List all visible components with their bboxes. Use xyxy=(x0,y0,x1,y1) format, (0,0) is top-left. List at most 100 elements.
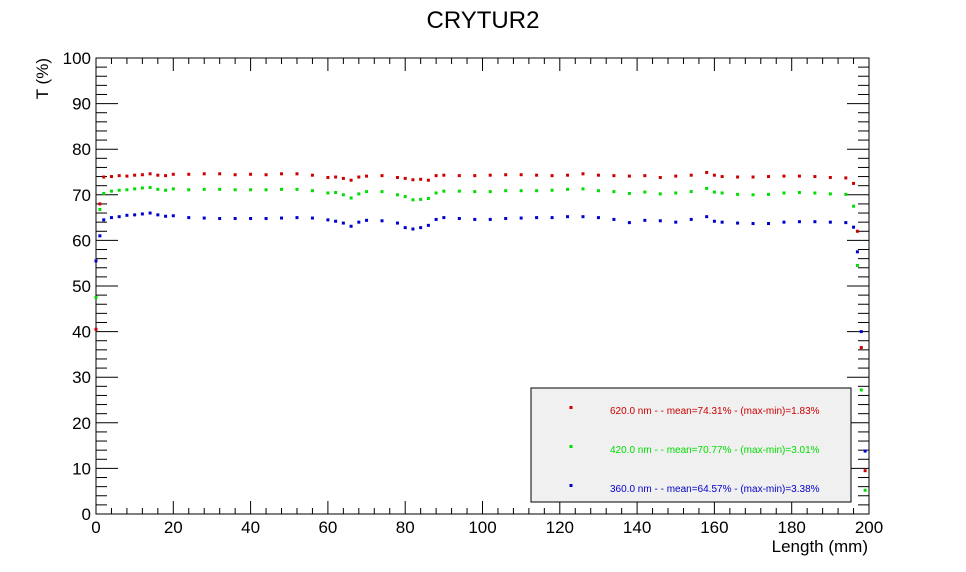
data-point xyxy=(442,173,446,177)
data-point xyxy=(797,174,801,178)
data-point xyxy=(457,217,461,221)
data-point xyxy=(109,175,113,179)
data-point xyxy=(457,174,461,178)
data-point xyxy=(504,217,508,221)
data-point xyxy=(133,173,137,177)
data-point xyxy=(434,174,438,178)
data-point xyxy=(473,217,477,221)
data-point xyxy=(187,216,191,220)
y-tick-label: 40 xyxy=(72,323,91,342)
data-point xyxy=(859,346,863,350)
data-point xyxy=(357,220,361,224)
data-point xyxy=(403,226,407,230)
data-point xyxy=(736,221,740,225)
data-point xyxy=(218,187,222,191)
legend-entry-label: 620.0 nm - - mean=74.31% - (max-min)=1.8… xyxy=(610,406,820,417)
data-point xyxy=(380,219,384,223)
data-point xyxy=(767,175,771,179)
data-point xyxy=(863,449,867,453)
data-point xyxy=(797,191,801,195)
chart-title: CRYTUR2 xyxy=(427,7,540,34)
data-point xyxy=(140,173,144,177)
legend-entry-label: 420.0 nm - - mean=70.77% - (max-min)=3.0… xyxy=(610,445,820,456)
data-point xyxy=(365,174,369,178)
data-point xyxy=(133,187,137,191)
data-point xyxy=(148,186,152,190)
data-point xyxy=(117,188,121,192)
data-point xyxy=(365,190,369,194)
data-point xyxy=(403,176,407,180)
data-point xyxy=(218,217,222,221)
x-tick-label: 40 xyxy=(241,518,260,537)
data-point xyxy=(395,221,399,225)
data-point xyxy=(674,174,678,178)
data-point xyxy=(280,187,284,191)
data-point xyxy=(94,327,98,331)
data-point xyxy=(519,216,523,220)
data-point xyxy=(295,172,299,176)
data-point xyxy=(457,189,461,193)
legend-entry-label: 360.0 nm - - mean=64.57% - (max-min)=3.3… xyxy=(610,484,820,495)
data-point xyxy=(218,172,222,176)
data-point xyxy=(94,259,98,263)
data-point xyxy=(782,174,786,178)
data-point xyxy=(434,217,438,221)
x-tick-label: 0 xyxy=(91,518,100,537)
data-point xyxy=(295,187,299,191)
data-point xyxy=(403,195,407,199)
legend-entries: 620.0 nm - - mean=74.31% - (max-min)=1.8… xyxy=(569,406,820,495)
data-point xyxy=(859,388,863,392)
data-point xyxy=(488,173,492,177)
y-axis-label: T (%) xyxy=(33,58,52,99)
data-point xyxy=(98,207,102,211)
data-point xyxy=(720,191,724,195)
data-point xyxy=(280,172,284,176)
legend-marker xyxy=(569,484,573,487)
legend: 620.0 nm - - mean=74.31% - (max-min)=1.8… xyxy=(530,387,852,503)
data-point xyxy=(140,212,144,216)
data-point xyxy=(187,188,191,192)
data-point xyxy=(125,188,129,192)
data-point xyxy=(109,189,113,193)
data-point xyxy=(341,193,345,197)
data-point xyxy=(264,217,268,221)
x-tick-label: 60 xyxy=(318,518,337,537)
data-point xyxy=(419,226,423,230)
data-point xyxy=(712,173,716,177)
data-point xyxy=(658,192,662,196)
data-point xyxy=(171,214,175,218)
data-point xyxy=(712,219,716,223)
data-point xyxy=(264,188,268,192)
data-point xyxy=(813,220,817,224)
data-point xyxy=(326,218,330,222)
data-point xyxy=(612,174,616,178)
data-point xyxy=(357,192,361,196)
y-tick-label: 30 xyxy=(72,368,91,387)
data-point xyxy=(334,191,338,195)
data-point xyxy=(519,173,523,177)
data-point xyxy=(202,172,206,176)
data-point xyxy=(550,188,554,192)
data-point xyxy=(844,176,848,180)
data-point xyxy=(326,191,330,195)
data-point xyxy=(202,216,206,220)
axis-ticks xyxy=(95,57,870,515)
data-point xyxy=(148,172,152,176)
data-point xyxy=(102,175,106,179)
data-point xyxy=(712,190,716,194)
data-point xyxy=(844,221,848,225)
data-point xyxy=(797,220,801,224)
data-point xyxy=(782,220,786,224)
data-point xyxy=(341,176,345,180)
data-point xyxy=(133,213,137,217)
data-point xyxy=(751,193,755,197)
data-point xyxy=(720,220,724,224)
data-point xyxy=(171,187,175,191)
data-point xyxy=(813,191,817,195)
data-point xyxy=(674,220,678,224)
data-point xyxy=(852,204,856,208)
data-point xyxy=(720,175,724,179)
data-point xyxy=(643,190,647,194)
data-point xyxy=(782,191,786,195)
x-tick-label: 160 xyxy=(700,518,728,537)
